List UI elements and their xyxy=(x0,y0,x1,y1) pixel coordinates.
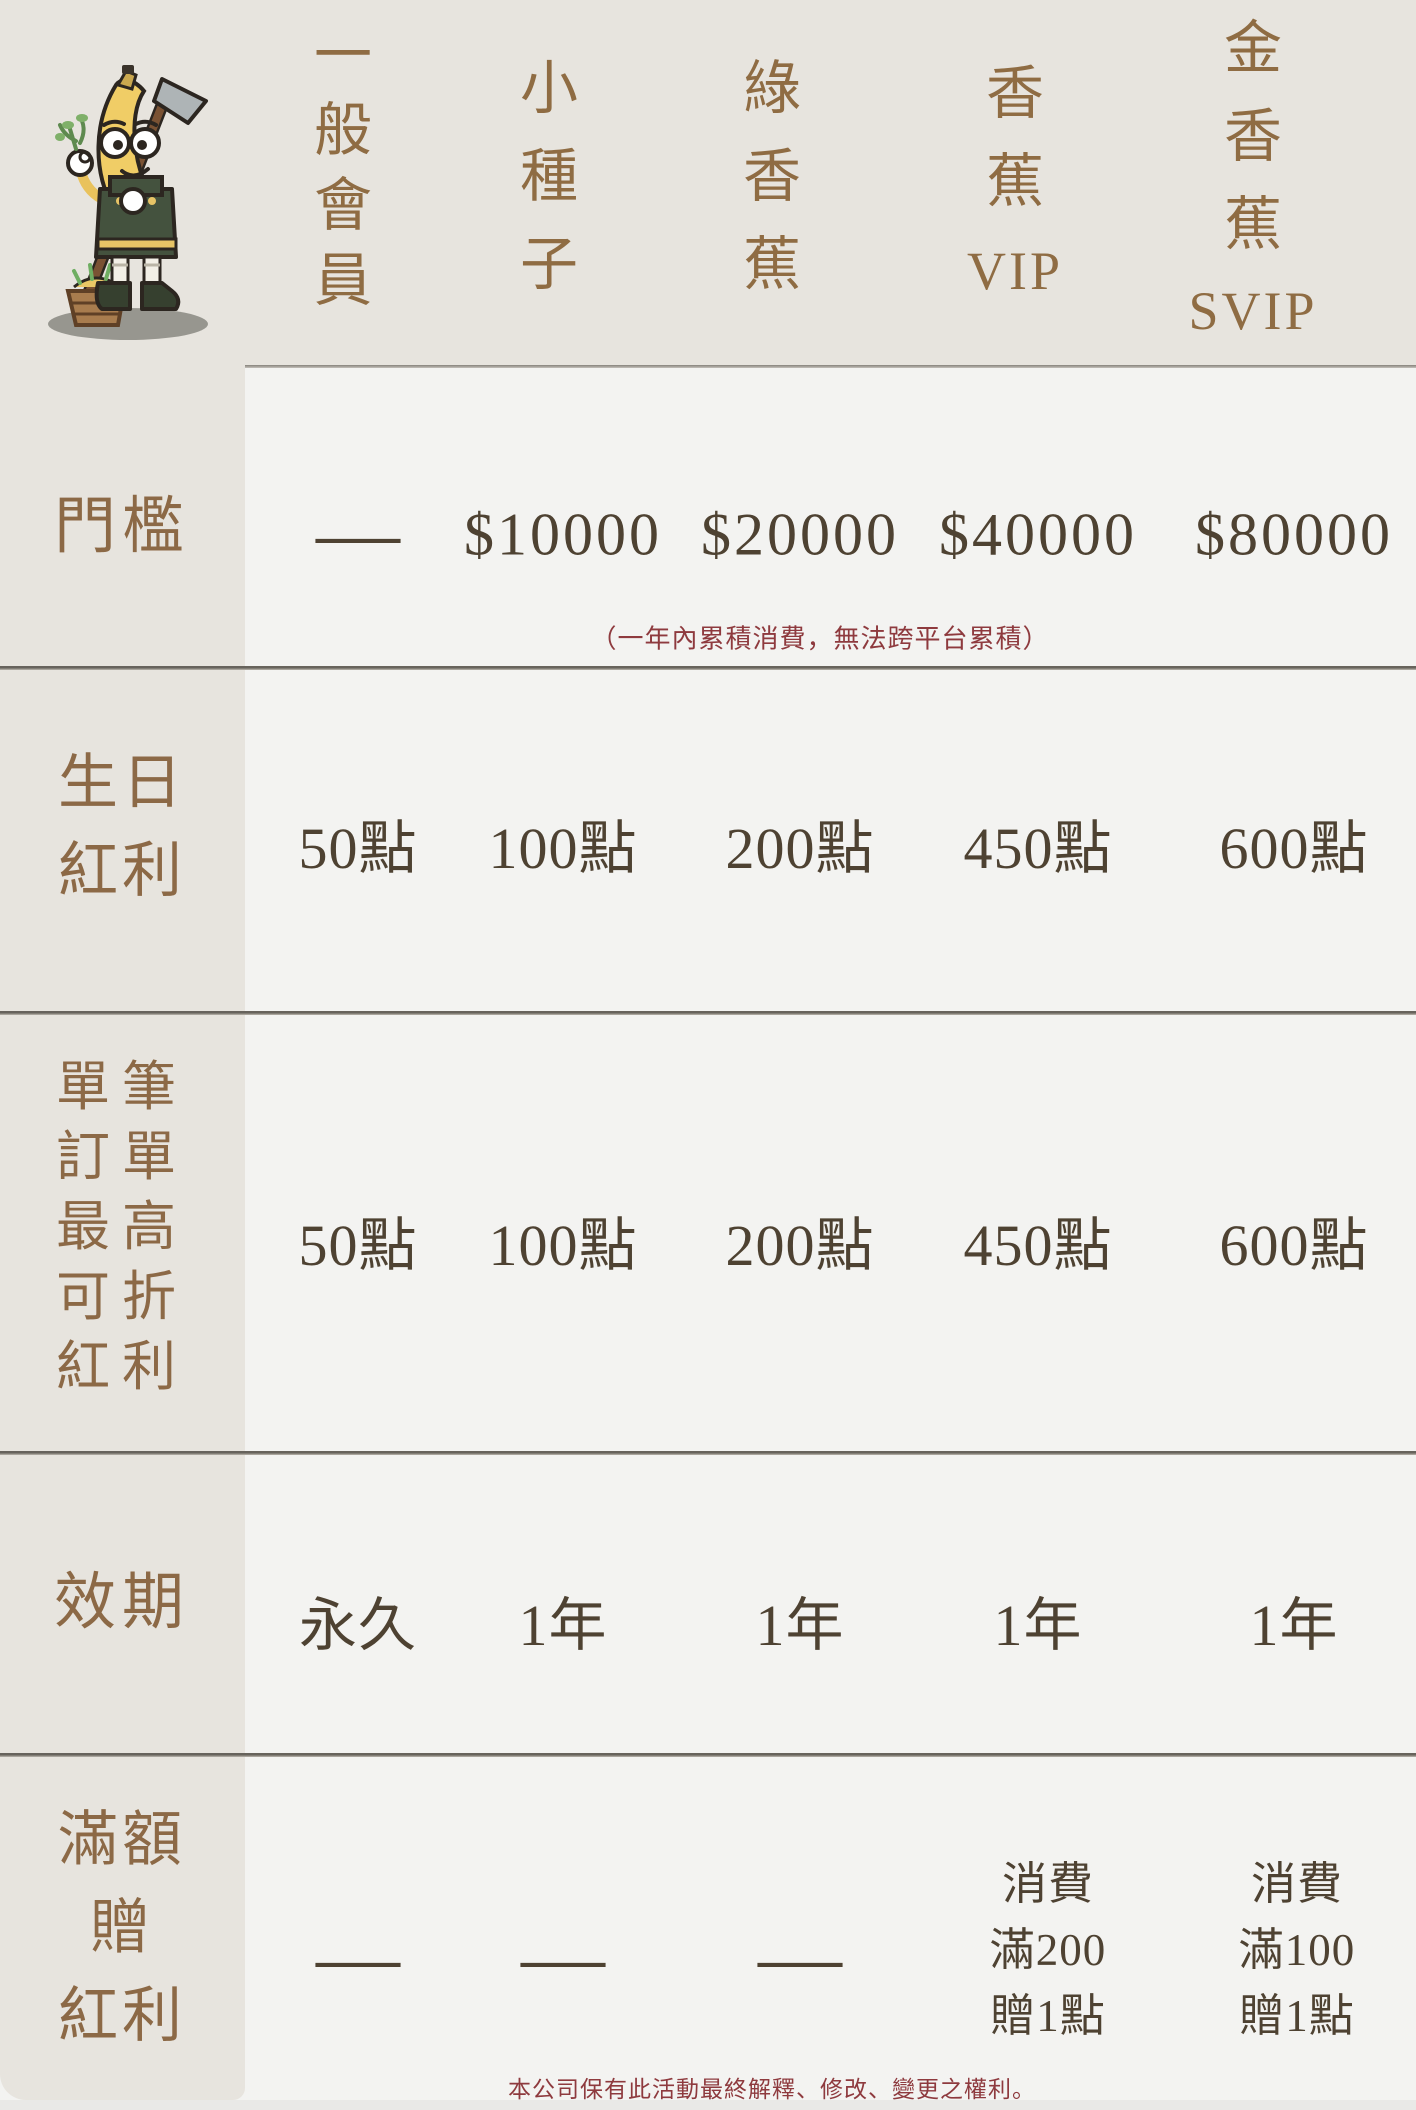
cell-line: 滿200 xyxy=(989,1925,1107,1975)
bottom-edge-strip xyxy=(0,2100,1416,2110)
table-cell: 1年 xyxy=(518,1593,608,1658)
disclaimer-text: 本公司保有此活動最終解釋、修改、變更之權利。 xyxy=(508,2077,1036,2102)
row-divider-line xyxy=(0,1451,1416,1455)
row-label-line: 滿額 xyxy=(58,1807,186,1873)
row-label-birthday-bonus: 生日 紅利 xyxy=(58,739,186,915)
table-cell: 1年 xyxy=(993,1593,1083,1658)
row-divider-line xyxy=(0,1011,1416,1015)
table-cell: $10000 xyxy=(464,501,662,568)
table-cell: 600點 xyxy=(1219,1213,1369,1278)
row-label-spend-gift-bonus: 滿額 贈 紅利 xyxy=(58,1796,186,2060)
row-divider-line xyxy=(0,1753,1416,1757)
table-cell: $40000 xyxy=(939,501,1137,568)
table-cell: 消費 滿100 贈1點 xyxy=(1239,1851,1356,2049)
column-header-banana-vip: 香 蕉 xyxy=(986,50,1044,226)
row-label-line: 效期 xyxy=(53,1569,191,1637)
header-char: 香 xyxy=(742,144,802,209)
threshold-accumulation-note: （一年內累積消費，無法跨平台累積） xyxy=(590,624,1050,654)
header-char: 蕉 xyxy=(985,149,1045,214)
banana-farmer-mascot-illustration xyxy=(48,65,208,340)
header-char: 香 xyxy=(1223,104,1283,169)
header-char: 般 xyxy=(313,98,373,163)
header-divider-line xyxy=(245,365,1416,368)
column-header-green-banana: 綠 香 蕉 xyxy=(743,45,801,309)
table-cell: — xyxy=(316,1910,400,2004)
table-cell: 永久 xyxy=(298,1593,418,1658)
column-header-vip-latin: VIP xyxy=(966,241,1064,301)
table-cell: 50點 xyxy=(298,1213,418,1278)
header-char: 員 xyxy=(313,248,373,313)
table-cell: 1年 xyxy=(755,1593,845,1658)
row-label-line: 門檻 xyxy=(53,493,191,561)
header-char: 一 xyxy=(313,23,373,88)
cell-line: 消費 xyxy=(1001,1859,1095,1909)
row-label-threshold: 門檻 xyxy=(54,492,190,562)
table-cell: — xyxy=(521,1910,605,2004)
row-label-line: 紅利 xyxy=(58,838,186,904)
cell-line: 滿100 xyxy=(1238,1925,1356,1975)
header-char: 小 xyxy=(519,56,579,121)
table-cell: 600點 xyxy=(1219,816,1369,881)
table-cell: — xyxy=(758,1910,842,2004)
table-cell: 1年 xyxy=(1249,1593,1339,1658)
header-char: 子 xyxy=(519,232,579,297)
cell-line: 消費 xyxy=(1250,1859,1344,1909)
table-cell: 450點 xyxy=(963,816,1113,881)
table-cell: 200點 xyxy=(725,1213,875,1278)
header-char: 香 xyxy=(985,61,1045,126)
row-label-validity: 效期 xyxy=(54,1568,190,1638)
header-char: 金 xyxy=(1223,16,1283,81)
row-label-line: 最高 xyxy=(56,1197,188,1257)
table-cell: 100點 xyxy=(488,816,638,881)
column-header-general-member: 一 般 會 員 xyxy=(314,18,372,318)
column-header-svip-latin: SVIP xyxy=(1188,281,1318,341)
table-cell: 200點 xyxy=(725,816,875,881)
table-cell: 450點 xyxy=(963,1213,1113,1278)
row-label-max-redeemable: 單筆 訂單 最高 可折 紅利 xyxy=(56,1052,188,1402)
table-cell: 50點 xyxy=(298,816,418,881)
row-label-line: 紅利 xyxy=(56,1337,188,1397)
cell-line: 贈1點 xyxy=(1239,1991,1355,2041)
row-divider-line xyxy=(0,666,1416,670)
row-label-line: 紅利 xyxy=(58,1983,186,2049)
header-char: 蕉 xyxy=(1223,192,1283,257)
column-header-small-seed: 小 種 子 xyxy=(520,45,578,309)
table-cell: 消費 滿200 贈1點 xyxy=(990,1851,1107,2049)
row-label-line: 可折 xyxy=(56,1267,188,1327)
table-cell: $20000 xyxy=(701,501,899,568)
cell-line: 贈1點 xyxy=(990,1991,1106,2041)
row-label-line: 訂單 xyxy=(56,1127,188,1187)
header-char: 蕉 xyxy=(742,232,802,297)
header-char: 綠 xyxy=(742,56,802,121)
table-cell: $80000 xyxy=(1195,501,1393,568)
header-char: 種 xyxy=(519,144,579,209)
table-cell: 100點 xyxy=(488,1213,638,1278)
row-label-column-panel xyxy=(0,0,245,2100)
row-label-line: 單筆 xyxy=(56,1057,188,1117)
column-header-golden-banana-svip: 金 香 蕉 xyxy=(1224,5,1282,269)
row-label-line: 生日 xyxy=(58,750,186,816)
row-label-line: 贈 xyxy=(90,1895,154,1961)
table-cell: — xyxy=(316,486,400,580)
header-char: 會 xyxy=(313,173,373,238)
